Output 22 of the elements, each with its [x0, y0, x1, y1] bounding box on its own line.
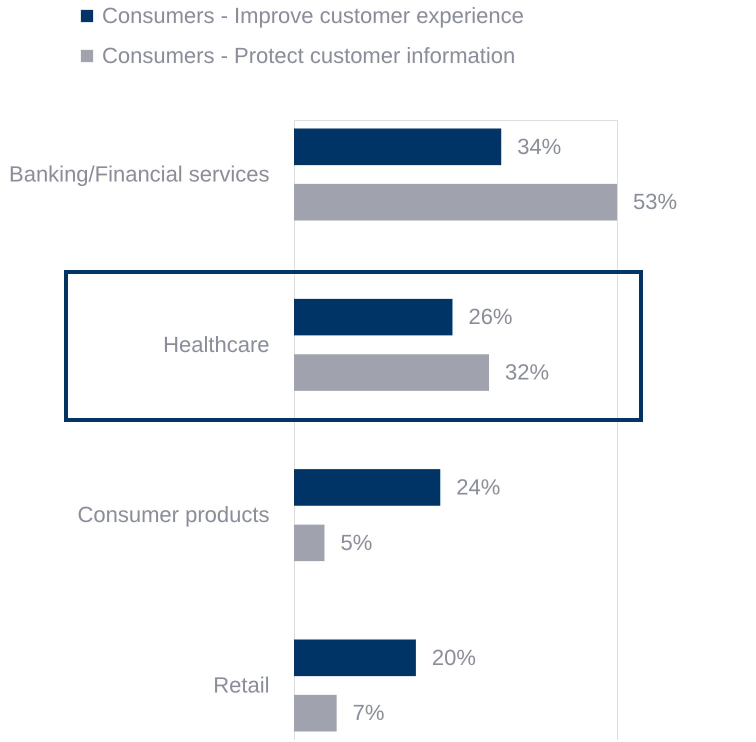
data-label: 26%: [468, 304, 512, 330]
bar: [294, 469, 440, 506]
data-label: 34%: [517, 134, 562, 159]
data-label: 20%: [432, 644, 476, 670]
y-tick-label: Retail: [213, 672, 270, 698]
legend-label: Consumers - Improve customer experience: [102, 3, 524, 28]
data-label: 7%: [352, 700, 384, 726]
bar: [294, 694, 337, 732]
bar: [294, 640, 416, 676]
data-label: 24%: [456, 474, 500, 500]
bar: [294, 184, 617, 220]
bar: [294, 298, 452, 336]
bar: [294, 128, 502, 166]
data-label: 53%: [633, 189, 678, 214]
bar: [294, 354, 490, 391]
y-tick-label: Banking/Financial services: [9, 162, 270, 187]
legend-label: Consumers - Protect customer information: [102, 43, 516, 68]
bar: [294, 524, 324, 562]
y-tick-label: Healthcare: [163, 332, 270, 357]
data-label: 32%: [505, 360, 550, 385]
data-label: 5%: [340, 530, 372, 555]
y-tick-label: Consumer products: [78, 502, 270, 528]
